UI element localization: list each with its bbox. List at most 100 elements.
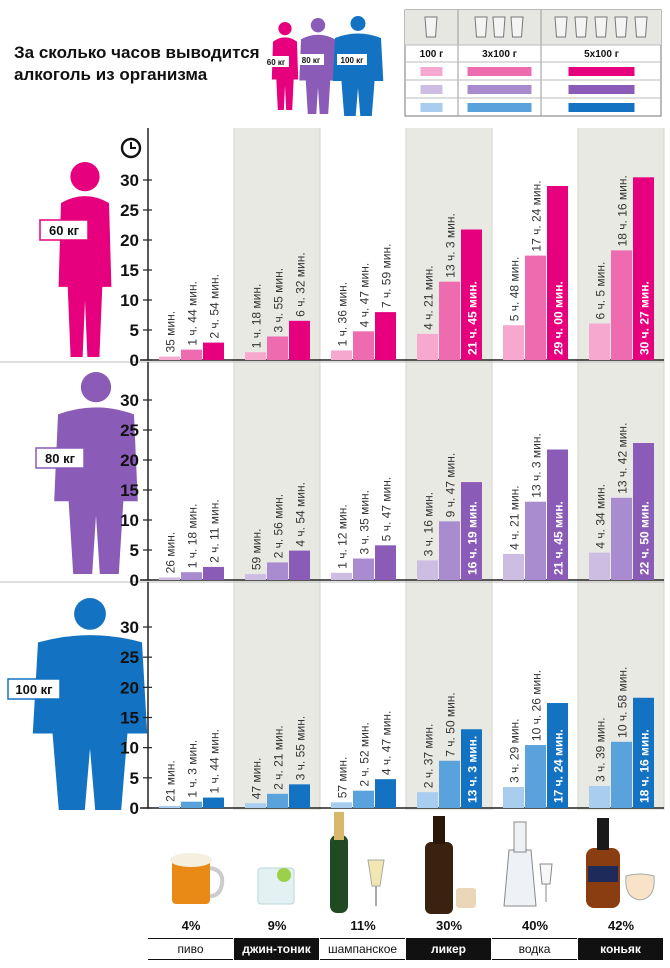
bar-60кг-0-0	[159, 356, 180, 360]
bar-80кг-1-0	[181, 572, 202, 580]
bar-60кг-0-5	[589, 323, 610, 360]
glass-icon	[474, 16, 488, 38]
bar-label: 35 мин.	[164, 311, 178, 353]
weight-label-2: 100 кг	[15, 682, 53, 697]
abv-label-1: 9%	[268, 918, 287, 933]
bar-100кг-1-2	[353, 790, 374, 808]
glass-shape	[634, 16, 648, 38]
head	[80, 372, 112, 403]
header-figure-2	[332, 16, 384, 116]
y-tick-label: 0	[130, 571, 139, 590]
bar-label: 10 ч. 26 мин.	[530, 670, 544, 741]
bar-80кг-0-0	[159, 577, 180, 580]
bar-label: 6 ч. 5 мин.	[594, 262, 608, 320]
bar-label: 2 ч. 52 мин.	[358, 722, 372, 787]
side-silhouettes: 60 кг 80 кг 100 кг	[7, 162, 148, 810]
swatch-60-0	[420, 67, 443, 76]
bar-60кг-1-5	[611, 250, 632, 360]
y-tick-label: 25	[120, 201, 139, 220]
y-axes: 0 5 10 15 20 25 30 0 5 10 15 20 25 30 0 5 10 15 20 25 30	[120, 128, 664, 818]
body	[271, 37, 299, 110]
header-weight-box	[263, 56, 289, 67]
bar-label: 9 ч. 47 мин.	[444, 453, 458, 518]
bar-label: 47 мин.	[250, 758, 264, 800]
bar-label: 30 ч. 27 мин.	[638, 281, 652, 355]
y-tick-label: 10	[120, 739, 139, 758]
y-tick-label: 30	[120, 391, 139, 410]
header-weight-label-1: 80 кг	[302, 56, 321, 65]
header-weight-box	[337, 54, 367, 65]
bar-label: 21 ч. 45 мин.	[552, 501, 566, 575]
bar-100кг-1-3	[439, 760, 460, 808]
abv-label-5: 42%	[608, 918, 634, 933]
head	[74, 598, 106, 630]
bar-label: 13 ч. 3 мин.	[466, 736, 480, 803]
clock-icon	[120, 137, 142, 159]
bar-60кг-2-2	[375, 312, 396, 360]
bar-label: 59 мин.	[250, 529, 264, 571]
bar-label: 4 ч. 54 мин.	[294, 482, 308, 547]
glass-icon	[614, 16, 628, 38]
glass-shape	[424, 16, 438, 38]
bars	[159, 177, 654, 808]
y-tick-label: 30	[120, 618, 139, 637]
y-tick-label: 15	[120, 709, 139, 728]
bar-80кг-1-4	[525, 501, 546, 580]
main-title: За сколько часов выводится алкоголь из о…	[14, 42, 274, 86]
y-tick-label: 10	[120, 291, 139, 310]
bar-label: 13 ч. 3 мин.	[530, 433, 544, 498]
bar-label: 2 ч. 54 мин.	[208, 274, 222, 339]
bar-100кг-0-3	[417, 792, 438, 808]
head	[310, 18, 326, 33]
y-tick-label: 20	[120, 231, 139, 250]
bar-100кг-0-2	[331, 802, 352, 808]
bar-label: 3 ч. 55 мин.	[272, 268, 286, 333]
header-figures: 60 кг 80 кг 100 кг	[263, 16, 384, 116]
bar-80кг-2-0	[203, 566, 224, 580]
bar-80кг-1-5	[611, 497, 632, 580]
bar-60кг-0-2	[331, 350, 352, 360]
bar-label: 4 ч. 34 мин.	[594, 484, 608, 549]
bar-80кг-0-3	[417, 560, 438, 580]
bar-label: 2 ч. 56 мин.	[272, 494, 286, 559]
abv-label-2: 11%	[350, 918, 376, 933]
bar-80кг-2-3	[461, 482, 482, 580]
bar-60кг-1-0	[181, 349, 202, 360]
bar-100кг-2-3	[461, 729, 482, 808]
bar-label: 3 ч. 35 мин.	[358, 490, 372, 555]
beer-handle	[209, 866, 225, 898]
clock-hands	[130, 142, 136, 149]
glass-icon	[492, 16, 506, 38]
bar-label: 18 ч. 16 мин.	[616, 175, 630, 246]
bar-label: 7 ч. 50 мин.	[444, 692, 458, 757]
header-figure-1	[299, 18, 337, 114]
bar-60кг-1-2	[353, 331, 374, 360]
glass-shape	[594, 16, 608, 38]
bar-100кг-1-4	[525, 745, 546, 808]
y-tick-label: 5	[130, 769, 139, 788]
bar-100кг-0-1	[245, 803, 266, 808]
header-weight-box	[298, 54, 324, 65]
bar-80кг-1-1	[267, 562, 288, 580]
bar-label: 3 ч. 39 мин.	[594, 717, 608, 782]
y-tick-label: 5	[130, 541, 139, 560]
bar-label: 6 ч. 32 мин.	[294, 252, 308, 317]
bar-label: 17 ч. 24 мин.	[530, 180, 544, 251]
cognac-label	[588, 866, 618, 882]
bar-label: 16 ч. 19 мин.	[466, 501, 480, 575]
bar-60кг-2-5	[633, 177, 654, 360]
bar-label: 3 ч. 29 мин.	[508, 718, 522, 783]
y-tick-label: 0	[130, 351, 139, 370]
head	[70, 162, 100, 192]
drink-name-4: водка	[492, 938, 577, 960]
y-tick-label: 15	[120, 481, 139, 500]
swatch-60-1	[467, 67, 532, 76]
bar-label: 1 ч. 18 мин.	[186, 504, 200, 569]
bar-label: 4 ч. 21 мин.	[508, 485, 522, 550]
glass-shape	[492, 16, 506, 38]
bar-80кг-2-2	[375, 545, 396, 580]
glass-shape	[614, 16, 628, 38]
bar-80кг-1-3	[439, 521, 460, 580]
bar-60кг-0-4	[503, 325, 524, 360]
beer-foam	[170, 853, 212, 867]
